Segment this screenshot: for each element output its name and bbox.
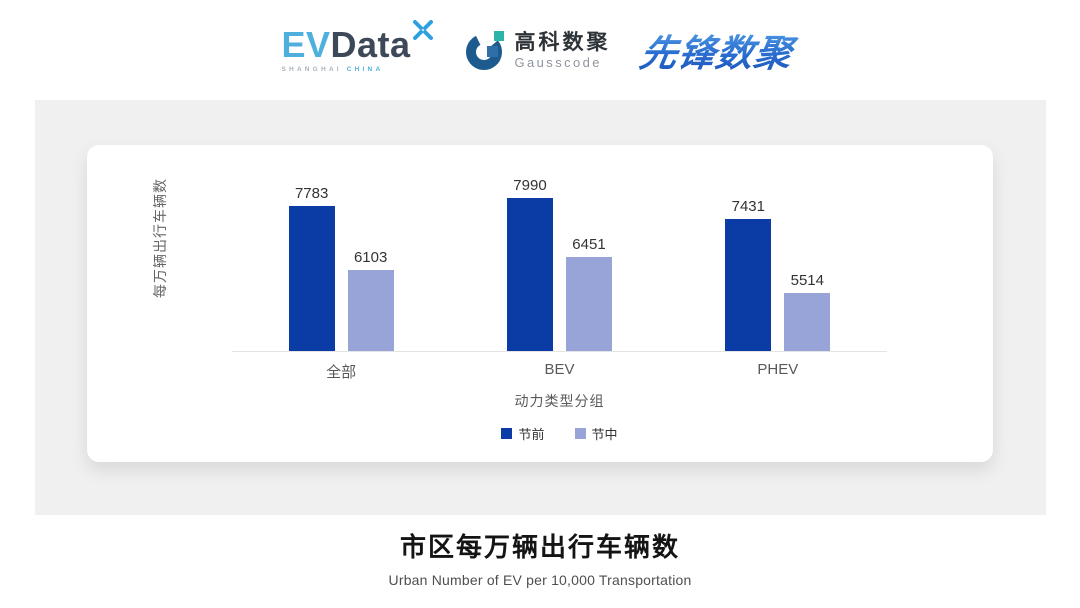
x-axis-label: 动力类型分组: [514, 393, 605, 409]
bar-group: 7431 5514: [725, 198, 831, 351]
y-axis-label: 每万辆出行车辆数: [151, 177, 168, 298]
bar-chart: 每万辆出行车辆数 7783 6103 7990 6451 7431 5514 全部 BEV P…: [87, 145, 993, 462]
legend-swatch: [574, 428, 586, 439]
legend-item: 节中: [574, 424, 618, 443]
category-label: 全部: [326, 364, 357, 381]
bar: [506, 198, 553, 351]
legend-label: 节前: [518, 427, 545, 442]
category-label: BEV: [544, 361, 575, 378]
bar-wrap: 6451: [565, 236, 612, 351]
bar-value-label: 5514: [790, 272, 824, 289]
chart-title: 市区每万辆出行车辆数: [399, 532, 680, 562]
bar: [784, 293, 831, 351]
y-axis-label-column: 每万辆出行车辆数: [87, 145, 232, 386]
legend: 节前 节中: [232, 424, 887, 443]
bar: [288, 206, 335, 351]
evdata-ev-text: EV: [281, 23, 331, 65]
bar-wrap: 6103: [347, 249, 394, 351]
bar-group: 7783 6103: [288, 185, 394, 351]
propeller-x-icon: [412, 19, 433, 40]
evdata-subtext: SHANGHAI CHINA: [281, 65, 433, 74]
bar-value-label: 6103: [353, 249, 388, 266]
plot-column: 7783 6103 7990 6451 7431 5514 全部 BEV PHEV 动力类型分…: [232, 145, 887, 462]
bar: [565, 257, 612, 351]
evdata-wordmark: EV Data: [281, 19, 433, 65]
chart-panel: 每万辆出行车辆数 7783 6103 7990 6451 7431 5514 全部 BEV P…: [35, 100, 1046, 515]
gausscode-en-text: Gausscode: [514, 54, 602, 70]
gausscode-cn-text: 高科数聚: [514, 30, 611, 54]
bar-value-label: 7990: [513, 177, 547, 194]
evdata-data-text: Data: [330, 23, 411, 65]
category-row: 全部 BEV PHEV: [232, 361, 887, 382]
legend-swatch: [501, 428, 513, 439]
pioneer-logo: 先锋数聚: [636, 23, 804, 77]
bar: [725, 219, 772, 351]
bar-wrap: 7783: [288, 185, 335, 351]
category-label: PHEV: [757, 361, 799, 378]
plot-area: 7783 6103 7990 6451 7431 5514: [232, 177, 887, 352]
bar-wrap: 5514: [784, 272, 831, 351]
bar-wrap: 7431: [725, 198, 772, 351]
gausscode-logo: 高科数聚 Gausscode: [464, 29, 611, 71]
bar-wrap: 7990: [506, 177, 553, 351]
footer: 市区每万辆出行车辆数 Urban Number of EV per 10,000…: [0, 527, 1080, 588]
header-logo-row: EV Data SHANGHAI CHINA 高科数聚 Gausscode 先锋数…: [0, 0, 1080, 100]
gausscode-text: 高科数聚 Gausscode: [515, 32, 611, 69]
bar-value-label: 7431: [731, 198, 765, 215]
legend-item: 节前: [501, 424, 545, 443]
evdata-logo: EV Data SHANGHAI CHINA: [281, 19, 433, 74]
bar-value-label: 7783: [294, 185, 329, 202]
chart-card: 每万辆出行车辆数 7783 6103 7990 6451 7431 5514 全部 BEV P…: [87, 145, 993, 462]
bar: [347, 270, 394, 351]
bar-value-label: 6451: [572, 236, 606, 253]
chart-subtitle: Urban Number of EV per 10,000 Transporta…: [388, 572, 692, 588]
gausscode-g-icon: [465, 31, 504, 70]
bar-group: 7990 6451: [506, 177, 612, 351]
evdata-china-text: CHINA: [346, 65, 384, 73]
legend-label: 节中: [591, 427, 618, 442]
evdata-shanghai-text: SHANGHAI: [281, 65, 342, 73]
